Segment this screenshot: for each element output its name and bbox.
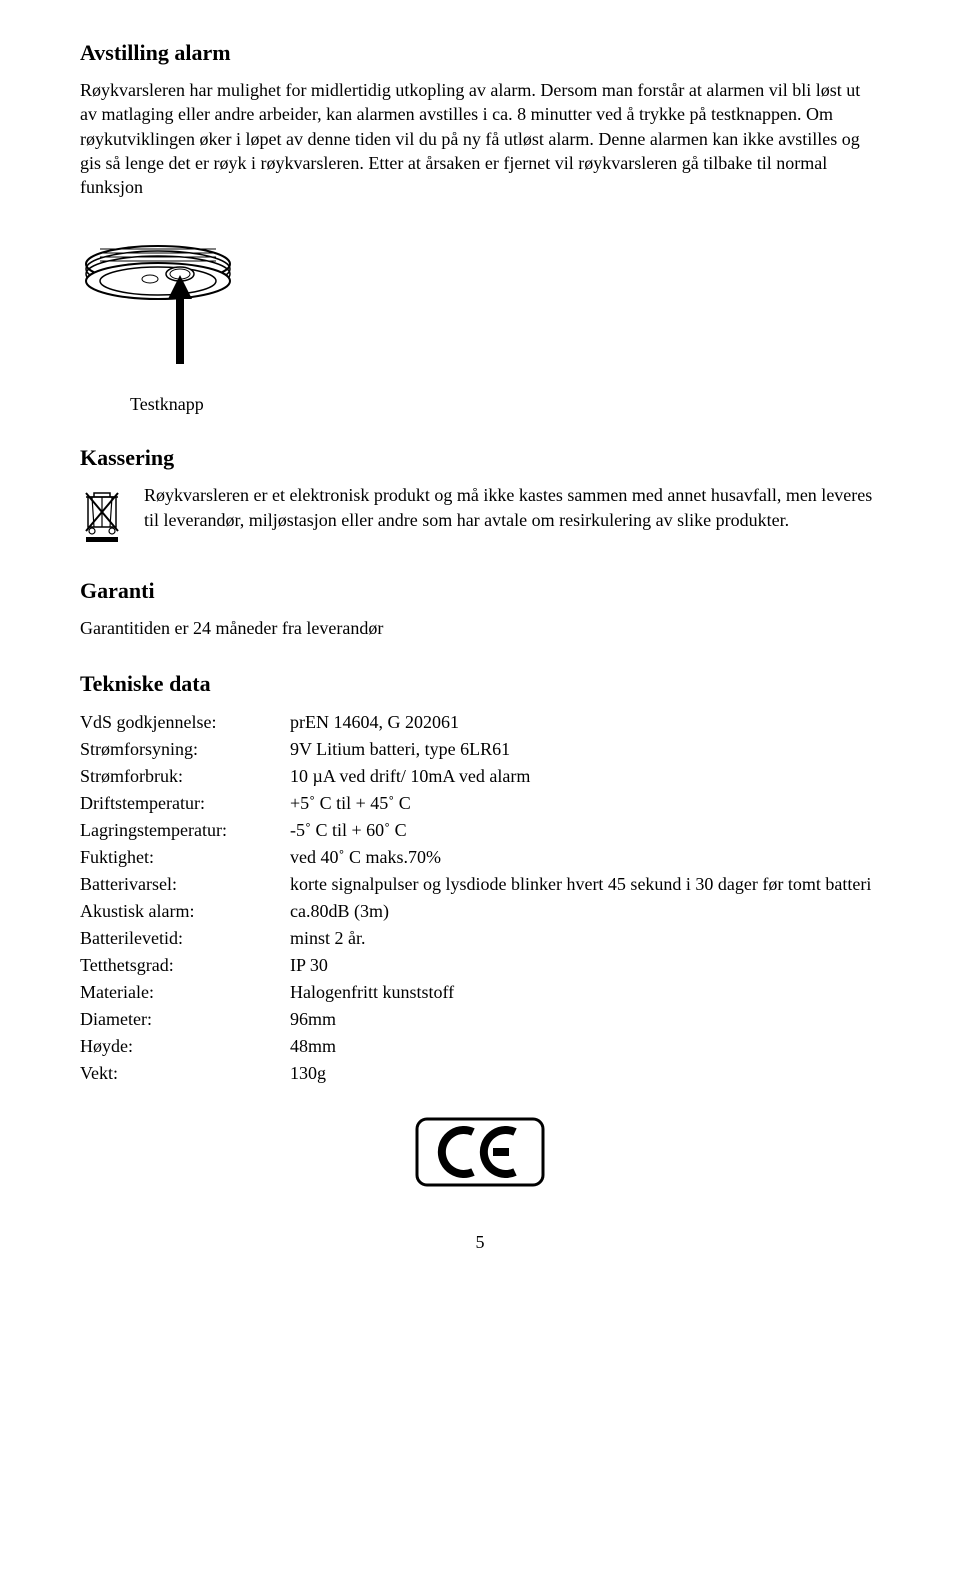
spec-value: 96mm [290,1006,880,1033]
smoke-detector-icon [80,219,250,369]
spec-row: Batterivarsel:korte signalpulser og lysd… [80,871,880,898]
spec-table: VdS godkjennelse:prEN 14604, G 202061Str… [80,709,880,1087]
heading-kassering: Kassering [80,445,880,471]
spec-label: Batterilevetid: [80,925,290,952]
spec-label: Høyde: [80,1033,290,1060]
spec-label: Lagringstemperatur: [80,817,290,844]
heading-avstilling: Avstilling alarm [80,40,880,66]
spec-row: Tetthetsgrad:IP 30 [80,952,880,979]
spec-label: Strømforsyning: [80,736,290,763]
spec-row: Driftstemperatur:+5˚ C til + 45˚ C [80,790,880,817]
spec-row: Batterilevetid:minst 2 år. [80,925,880,952]
spec-row: Materiale:Halogenfritt kunststoff [80,979,880,1006]
spec-value: ved 40˚ C maks.70% [290,844,880,871]
spec-row: Diameter:96mm [80,1006,880,1033]
spec-label: Akustisk alarm: [80,898,290,925]
spec-label: Fuktighet: [80,844,290,871]
spec-value: ca.80dB (3m) [290,898,880,925]
caption-testknapp: Testknapp [130,394,880,415]
spec-row: Høyde:48mm [80,1033,880,1060]
spec-value: +5˚ C til + 45˚ C [290,790,880,817]
spec-value: IP 30 [290,952,880,979]
spec-value: minst 2 år. [290,925,880,952]
body-garanti: Garantitiden er 24 måneder fra leverandø… [80,616,880,640]
spec-label: VdS godkjennelse: [80,709,290,736]
heading-garanti: Garanti [80,578,880,604]
spec-label: Tetthetsgrad: [80,952,290,979]
weee-icon [80,487,124,548]
section-avstilling: Avstilling alarm Røykvarsleren har mulig… [80,40,880,415]
spec-label: Vekt: [80,1060,290,1087]
spec-row: VdS godkjennelse:prEN 14604, G 202061 [80,709,880,736]
spec-label: Diameter: [80,1006,290,1033]
spec-value: Halogenfritt kunststoff [290,979,880,1006]
spec-row: Akustisk alarm:ca.80dB (3m) [80,898,880,925]
ce-mark [80,1117,880,1192]
section-kassering: Kassering Røykvarsleren er et elektronis… [80,445,880,548]
spec-row: Strømforbruk:10 µA ved drift/ 10mA ved a… [80,763,880,790]
spec-value: 10 µA ved drift/ 10mA ved alarm [290,763,880,790]
spec-row: Fuktighet:ved 40˚ C maks.70% [80,844,880,871]
spec-value: 130g [290,1060,880,1087]
spec-label: Batterivarsel: [80,871,290,898]
spec-value: 9V Litium batteri, type 6LR61 [290,736,880,763]
spec-value: -5˚ C til + 60˚ C [290,817,880,844]
spec-row: Strømforsyning:9V Litium batteri, type 6… [80,736,880,763]
spec-value: korte signalpulser og lysdiode blinker h… [290,871,880,898]
section-tekniske-data: Tekniske data VdS godkjennelse:prEN 1460… [80,671,880,1087]
spec-row: Vekt:130g [80,1060,880,1087]
spec-label: Driftstemperatur: [80,790,290,817]
heading-tekniske-data: Tekniske data [80,671,880,697]
spec-label: Strømforbruk: [80,763,290,790]
detector-figure [80,219,880,374]
section-garanti: Garanti Garantitiden er 24 måneder fra l… [80,578,880,640]
page-number: 5 [80,1232,880,1253]
body-kassering: Røykvarsleren er et elektronisk produkt … [144,483,880,532]
spec-value: prEN 14604, G 202061 [290,709,880,736]
spec-value: 48mm [290,1033,880,1060]
body-avstilling: Røykvarsleren har mulighet for midlertid… [80,78,880,199]
spec-row: Lagringstemperatur:-5˚ C til + 60˚ C [80,817,880,844]
spec-label: Materiale: [80,979,290,1006]
